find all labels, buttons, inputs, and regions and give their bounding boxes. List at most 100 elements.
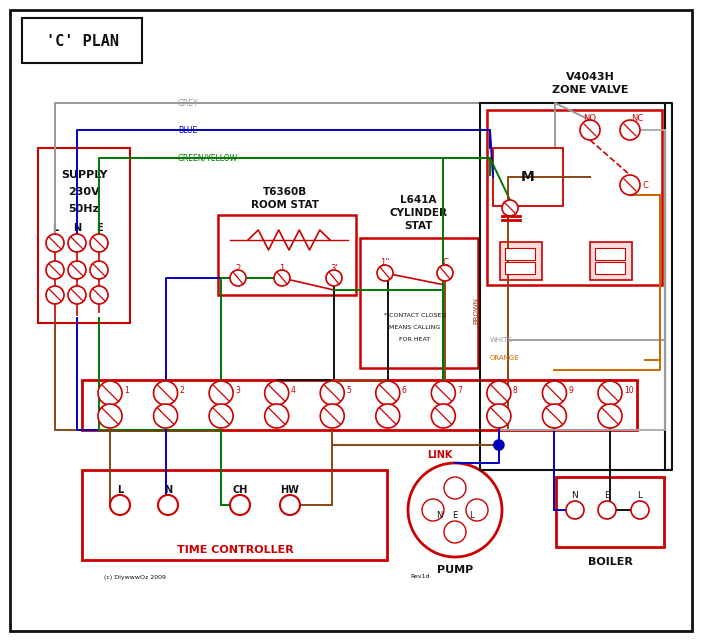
Text: ORANGE: ORANGE (490, 355, 519, 361)
Text: L: L (637, 490, 642, 499)
Text: 2: 2 (180, 385, 185, 394)
Text: 7: 7 (457, 385, 462, 394)
Circle shape (422, 499, 444, 521)
Text: BLUE: BLUE (178, 126, 197, 135)
Text: 8: 8 (513, 385, 517, 394)
Circle shape (46, 261, 64, 279)
Circle shape (68, 234, 86, 252)
Circle shape (326, 270, 342, 286)
Text: 2: 2 (235, 263, 241, 272)
FancyBboxPatch shape (505, 262, 535, 274)
Text: HW: HW (281, 485, 300, 495)
Text: 6: 6 (402, 385, 406, 394)
Circle shape (230, 270, 246, 286)
Circle shape (437, 265, 453, 281)
Circle shape (98, 381, 122, 405)
Text: GREY: GREY (178, 99, 199, 108)
Circle shape (280, 495, 300, 515)
Circle shape (620, 175, 640, 195)
Circle shape (46, 234, 64, 252)
Circle shape (543, 404, 567, 428)
Text: L: L (117, 485, 123, 495)
Text: 1: 1 (124, 385, 128, 394)
Circle shape (158, 495, 178, 515)
Text: 5: 5 (346, 385, 351, 394)
FancyBboxPatch shape (10, 10, 692, 631)
FancyBboxPatch shape (360, 238, 478, 368)
Circle shape (320, 381, 344, 405)
Text: * CONTACT CLOSED: * CONTACT CLOSED (384, 313, 446, 317)
Circle shape (566, 501, 584, 519)
Text: N: N (571, 490, 578, 499)
Circle shape (209, 404, 233, 428)
Text: Rev1d: Rev1d (410, 574, 430, 579)
Circle shape (631, 501, 649, 519)
Text: 3': 3' (330, 263, 338, 272)
Text: LINK: LINK (428, 450, 453, 460)
FancyBboxPatch shape (493, 148, 563, 206)
FancyBboxPatch shape (556, 477, 664, 547)
Text: FOR HEAT: FOR HEAT (399, 337, 430, 342)
FancyBboxPatch shape (595, 262, 625, 274)
Circle shape (431, 381, 456, 405)
Text: C: C (642, 181, 648, 190)
Text: 3: 3 (235, 385, 240, 394)
Circle shape (90, 286, 108, 304)
Text: 50Hz: 50Hz (69, 204, 100, 214)
Text: N: N (436, 510, 442, 519)
Text: CH: CH (232, 485, 248, 495)
Text: 10: 10 (624, 385, 634, 394)
Circle shape (68, 261, 86, 279)
Text: BOILER: BOILER (588, 557, 633, 567)
Text: 9: 9 (569, 385, 574, 394)
Text: N: N (73, 223, 81, 233)
Text: L: L (469, 510, 473, 519)
Circle shape (90, 261, 108, 279)
Text: GREEN/YELLOW: GREEN/YELLOW (178, 153, 238, 163)
FancyBboxPatch shape (487, 110, 662, 285)
Text: E: E (95, 223, 102, 233)
Text: E: E (604, 490, 610, 499)
Text: TIME CONTROLLER: TIME CONTROLLER (177, 545, 293, 555)
Circle shape (154, 404, 178, 428)
Text: MEANS CALLING: MEANS CALLING (390, 324, 441, 329)
FancyBboxPatch shape (595, 248, 625, 260)
Text: N: N (164, 485, 172, 495)
Circle shape (154, 381, 178, 405)
Circle shape (274, 270, 290, 286)
FancyBboxPatch shape (500, 242, 542, 280)
Text: NC: NC (631, 113, 643, 122)
Circle shape (598, 501, 616, 519)
Text: E: E (452, 510, 458, 519)
Circle shape (494, 440, 504, 450)
Text: L: L (52, 223, 58, 233)
Text: WHITE: WHITE (490, 337, 512, 343)
Text: M: M (521, 170, 535, 184)
FancyBboxPatch shape (22, 18, 142, 63)
Circle shape (444, 477, 466, 499)
Circle shape (431, 404, 456, 428)
Text: 230V: 230V (68, 187, 100, 197)
Text: (c) DiywwwOz 2009: (c) DiywwwOz 2009 (104, 574, 166, 579)
Circle shape (376, 381, 399, 405)
Text: L641A: L641A (399, 195, 436, 205)
FancyBboxPatch shape (590, 242, 632, 280)
Circle shape (320, 404, 344, 428)
Text: CYLINDER: CYLINDER (389, 208, 447, 218)
Circle shape (408, 463, 502, 557)
Text: 1: 1 (279, 263, 284, 272)
Text: NO: NO (583, 113, 597, 122)
Circle shape (98, 404, 122, 428)
Circle shape (580, 120, 600, 140)
Text: T6360B: T6360B (263, 187, 307, 197)
Text: V4043H: V4043H (566, 72, 614, 82)
Text: ROOM STAT: ROOM STAT (251, 200, 319, 210)
Circle shape (598, 381, 622, 405)
Circle shape (598, 404, 622, 428)
Circle shape (487, 404, 511, 428)
Circle shape (46, 286, 64, 304)
Circle shape (110, 495, 130, 515)
FancyBboxPatch shape (82, 470, 387, 560)
Text: SUPPLY: SUPPLY (61, 170, 107, 180)
Text: PUMP: PUMP (437, 565, 473, 575)
